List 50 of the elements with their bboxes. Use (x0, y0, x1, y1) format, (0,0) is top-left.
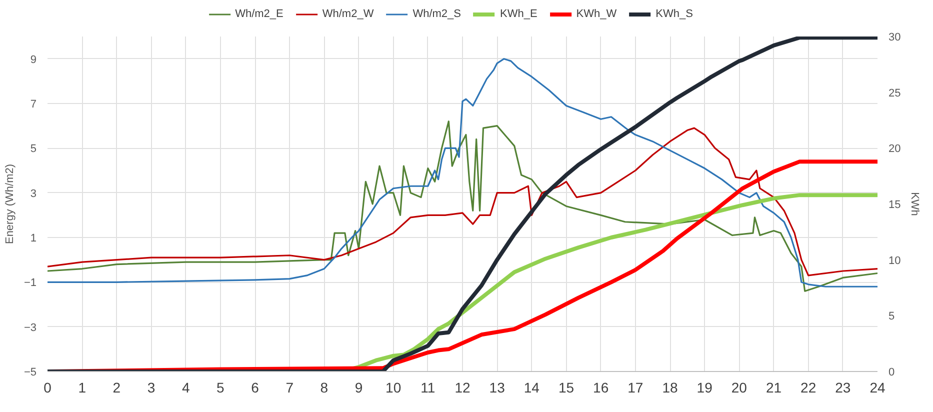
y2-tick-label: 15 (888, 199, 901, 211)
x-tick-label: 2 (112, 380, 121, 396)
x-tick-label: 13 (489, 380, 506, 396)
y2-tick-label: 20 (888, 143, 901, 156)
x-tick-label: 24 (870, 380, 886, 396)
y2-tick-label: 10 (888, 254, 901, 267)
x-tick-label: 14 (524, 380, 540, 396)
y2-tick-label: 5 (888, 310, 895, 323)
x-tick-label: 1 (78, 380, 86, 396)
x-tick-label: 23 (835, 380, 851, 396)
legend-label: Wh/m2_E (235, 8, 284, 20)
y2-tick-label: 0 (888, 366, 895, 378)
legend-label: Wh/m2_S (412, 8, 461, 20)
x-tick-label: 20 (731, 380, 748, 396)
y2-tick-label: 30 (888, 32, 901, 44)
x-tick-label: 6 (251, 380, 260, 396)
y-axis-title: Energy (Wh/m2) (4, 164, 16, 244)
x-tick-label: 0 (44, 380, 52, 396)
x-tick-label: 15 (558, 380, 574, 396)
x-tick-label: 8 (320, 380, 328, 396)
y-tick-label: −5 (24, 366, 37, 378)
y-tick-label: 7 (30, 98, 37, 110)
x-tick-label: 21 (766, 380, 782, 396)
x-tick-label: 17 (628, 380, 644, 396)
legend-label: KWh_S (656, 8, 693, 20)
y-tick-label: −3 (24, 322, 37, 334)
x-tick-label: 7 (286, 380, 294, 396)
x-tick-label: 11 (420, 380, 436, 396)
line-series (48, 36, 878, 372)
x-tick-label: 5 (216, 380, 225, 396)
y2-axis-title: KWh (908, 192, 921, 216)
x-tick-label: 10 (386, 380, 402, 396)
y-tick-label: 9 (30, 54, 37, 66)
legend-label: Wh/m2_W (322, 8, 374, 20)
legend-label: KWh_W (576, 8, 617, 20)
x-tick-label: 9 (354, 380, 363, 396)
x-tick-label: 3 (147, 380, 156, 396)
x-tick-label: 12 (454, 380, 470, 396)
legend-label: KWh_E (500, 8, 538, 20)
x-tick-label: 16 (593, 380, 609, 396)
x-tick-label: 18 (662, 380, 678, 396)
y-tick-label: −1 (24, 277, 37, 290)
y-tick-label: 3 (30, 188, 37, 200)
y-tick-label: 5 (30, 143, 37, 156)
x-tick-label: 22 (800, 380, 816, 396)
x-tick-label: 4 (182, 380, 190, 396)
y-tick-label: 1 (30, 232, 37, 244)
y2-tick-label: 25 (888, 87, 901, 100)
x-tick-label: 19 (696, 380, 713, 396)
line-series (48, 58, 878, 288)
